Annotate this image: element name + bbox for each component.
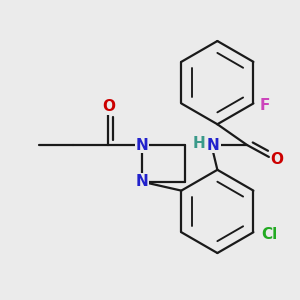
Text: N: N — [207, 137, 220, 152]
Text: O: O — [102, 99, 115, 114]
Text: O: O — [270, 152, 283, 167]
Text: N: N — [136, 174, 148, 189]
Text: H: H — [192, 136, 205, 151]
Text: N: N — [136, 137, 148, 152]
Text: F: F — [260, 98, 271, 113]
Text: Cl: Cl — [261, 227, 278, 242]
